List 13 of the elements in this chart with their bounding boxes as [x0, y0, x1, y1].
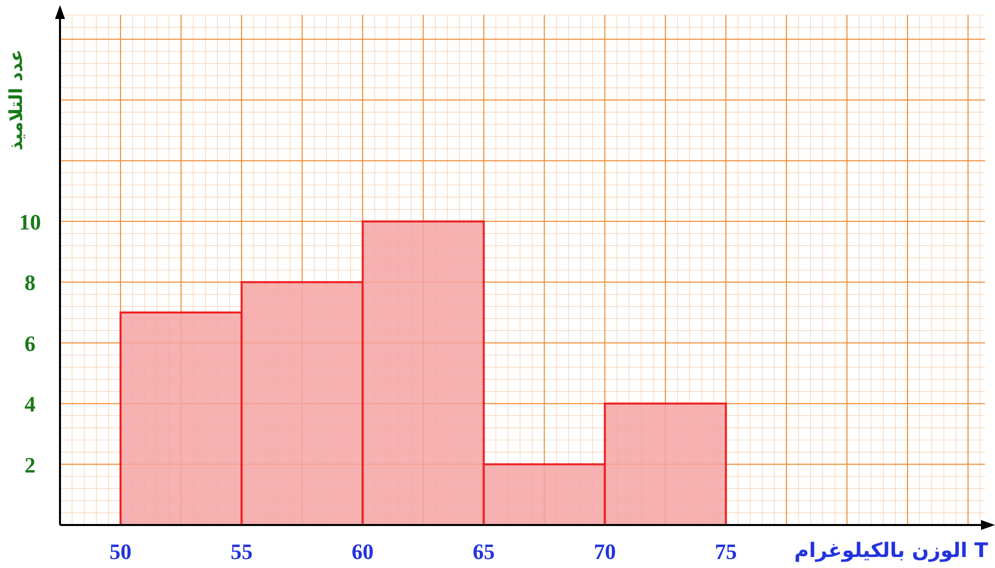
x-tick-label: 60 — [352, 539, 374, 564]
y-tick-label: 6 — [24, 330, 36, 356]
x-tick-label: 50 — [110, 539, 132, 564]
y-tick-label: 2 — [24, 452, 36, 478]
x-tick-label: 55 — [230, 539, 253, 564]
x-tick-label: 75 — [714, 539, 737, 564]
x-axis-title: الوزن بالكيلوغرام T — [794, 538, 988, 562]
x-tick-label: 65 — [472, 539, 495, 564]
y-tick-label: 10 — [19, 209, 41, 234]
y-tick-label: 4 — [24, 392, 36, 417]
y-tick-label: 8 — [24, 270, 36, 296]
y-axis-title: عدد التلاميذ — [6, 49, 27, 151]
x-tick-label: 70 — [594, 539, 616, 564]
